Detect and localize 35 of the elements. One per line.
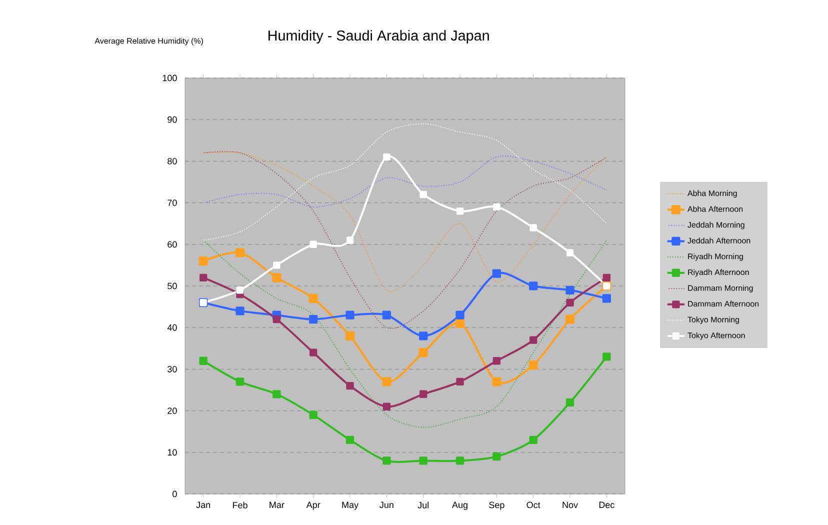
x-tick-label: Oct <box>526 502 540 508</box>
legend-label: Abha Afternoon <box>687 206 743 212</box>
y-tick-label: 70 <box>168 200 177 206</box>
x-tick-label: Feb <box>232 502 248 508</box>
legend-label: Jeddah Afternoon <box>688 238 750 244</box>
legend-label: Dammam Morning <box>688 284 753 292</box>
x-tick-label: Nov <box>562 502 578 508</box>
y-tick-label: 0 <box>172 490 177 498</box>
x-tick-label: Sep <box>489 502 504 510</box>
y-tick-label: 20 <box>168 408 177 414</box>
y-axis-title: Average Relative Humidity (%) <box>94 38 203 46</box>
x-tick-label: Aug <box>452 502 468 510</box>
chart-title: Humidity - Saudi Arabia and Japan <box>268 30 489 44</box>
legend-label: Riyadh Morning <box>688 253 743 261</box>
x-tick-label: Dec <box>599 502 614 508</box>
x-tick-label: Jul <box>418 502 428 508</box>
y-tick-label: 50 <box>168 282 177 290</box>
x-tick-label: Jun <box>380 502 394 508</box>
legend-label: Dammam Afternoon <box>688 300 759 307</box>
x-tick-label: May <box>342 502 358 510</box>
x-tick-label: Apr <box>306 502 320 510</box>
y-tick-label: 90 <box>168 116 177 123</box>
legend-label: Jeddah Morning <box>688 222 744 230</box>
y-tick-label: 30 <box>168 366 177 372</box>
y-tick-label: 40 <box>167 324 177 331</box>
y-tick-label: 10 <box>168 449 177 456</box>
y-tick-label: 100 <box>162 74 177 82</box>
y-tick-label: 80 <box>168 158 177 164</box>
x-tick-label: Jan <box>196 502 210 508</box>
legend-label: Tokyo Morning <box>688 316 739 324</box>
legend-label: Riyadh Afternoon <box>688 269 749 277</box>
legend-label: Abha Morning <box>687 190 737 198</box>
x-tick-label: Mar <box>270 502 284 508</box>
legend-label: Tokyo Afternoon <box>688 332 745 340</box>
y-tick-label: 60 <box>168 241 177 248</box>
